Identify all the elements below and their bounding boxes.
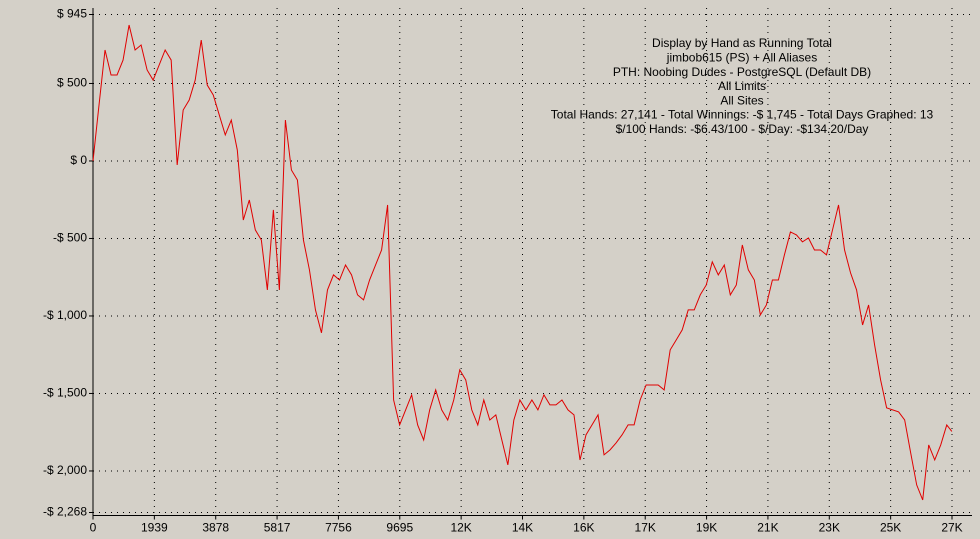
x-tick-label: 7756 — [325, 521, 352, 535]
x-tick-label: 27K — [941, 521, 962, 535]
title-line: $/100 Hands: -$6.43/100 - $/Day: -$134.2… — [616, 122, 869, 136]
x-tick-label: 5817 — [264, 521, 291, 535]
title-line: jimbob615 (PS) + All Aliases — [666, 50, 817, 64]
y-tick-label: -$ 500 — [53, 231, 87, 245]
x-tick-label: 9695 — [386, 521, 413, 535]
x-tick-label: 21K — [757, 521, 778, 535]
title-line: PTH: Noobing Dudes - PostgreSQL (Default… — [613, 65, 871, 79]
x-tick-label: 14K — [512, 521, 533, 535]
x-tick-label: 16K — [573, 521, 594, 535]
y-tick-label: $ 0 — [70, 153, 87, 167]
y-tick-label: $ 500 — [57, 76, 87, 90]
x-tick-label: 25K — [880, 521, 901, 535]
y-tick-label: -$ 2,268 — [43, 505, 87, 519]
x-tick-label: 19K — [696, 521, 717, 535]
y-tick-label: -$ 1,500 — [43, 386, 87, 400]
y-tick-label: -$ 1,000 — [43, 308, 87, 322]
x-tick-label: 1939 — [141, 521, 168, 535]
title-line: All Limits — [718, 79, 766, 93]
x-tick-label: 0 — [90, 521, 97, 535]
title-line: Display by Hand as Running Total — [652, 36, 832, 50]
y-tick-label: $ 945 — [57, 7, 87, 21]
y-tick-label: -$ 2,000 — [43, 463, 87, 477]
title-line: All Sites — [720, 93, 763, 107]
x-tick-label: 17K — [635, 521, 656, 535]
x-tick-label: 23K — [819, 521, 840, 535]
title-line: Total Hands: 27,141 - Total Winnings: -$… — [551, 108, 934, 122]
running-total-line — [92, 24, 953, 501]
x-tick-label: 12K — [450, 521, 471, 535]
x-tick-label: 3878 — [202, 521, 229, 535]
